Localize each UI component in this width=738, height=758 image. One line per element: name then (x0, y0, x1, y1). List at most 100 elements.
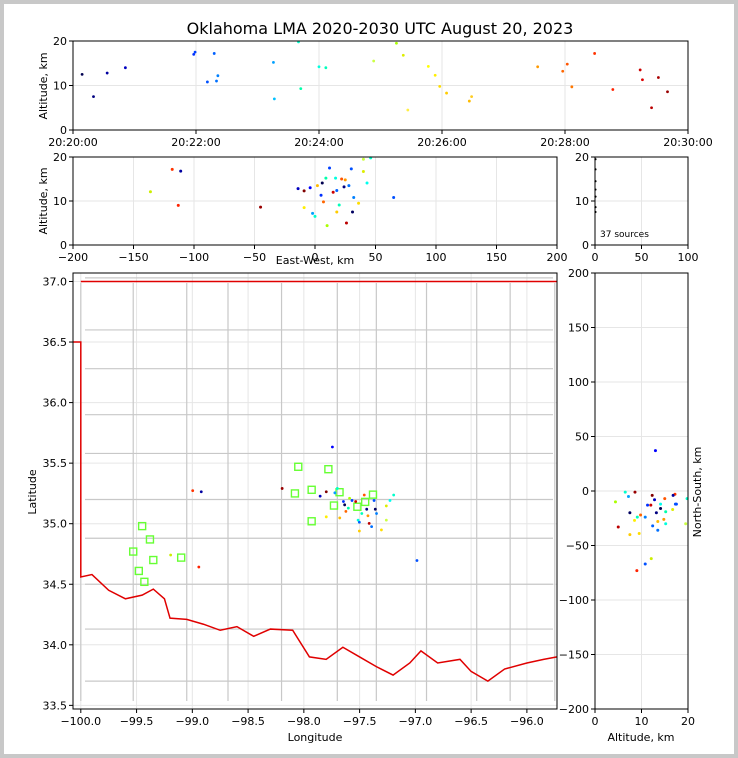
plan-view-point (380, 528, 383, 532)
ns-height-point (664, 522, 668, 526)
ew-height-point (296, 187, 300, 191)
station-marker (140, 577, 149, 587)
figure-canvas: Oklahoma LMA 2020-2030 UTC August 20, 20… (26, 19, 713, 744)
ns-height-point (633, 490, 637, 494)
y-tick-label: 0 (582, 239, 589, 252)
time-height-point (193, 50, 197, 54)
plan-view-point (197, 565, 201, 569)
y-tick-label: 36.5 (43, 336, 68, 349)
plan-view-point (384, 518, 388, 522)
ew-height-panel: −200 −150 −100 −50 0 50 100 150 200 0 10… (37, 151, 568, 267)
time-height-grid (69, 40, 689, 134)
y-tick-label: 33.5 (43, 699, 68, 712)
time-height-point (216, 74, 220, 78)
ns-height-point (643, 515, 647, 519)
y-tick-label: −100 (559, 594, 589, 607)
y-tick-label: 35.5 (43, 457, 68, 470)
time-height-point (105, 71, 109, 75)
plan-view-point (338, 516, 342, 520)
y-tick-label: 10 (53, 80, 67, 93)
y-tick-label: 0 (582, 485, 589, 498)
ew-height-point (302, 206, 306, 210)
figure: Oklahoma LMA 2020-2030 UTC August 20, 20… (4, 4, 734, 754)
plan-view-point (384, 504, 388, 508)
plan-view-point (331, 445, 334, 449)
x-tick-label: 20:30:00 (663, 136, 712, 149)
ew-height-point (302, 189, 306, 193)
station-marker (129, 547, 138, 556)
ew-height-yticks: 0 10 20 (53, 151, 67, 252)
ew-height-point (343, 178, 347, 182)
ns-height-point (656, 528, 660, 532)
y-tick-label: 100 (568, 376, 589, 389)
time-height-point (212, 52, 216, 55)
plan-view-point (388, 499, 392, 502)
time-height-point (123, 66, 127, 70)
ns-height-point (659, 506, 663, 510)
time-height-point (650, 106, 653, 110)
time-height-point (272, 97, 276, 101)
station-marker (360, 497, 370, 507)
ew-height-point (335, 188, 339, 192)
x-tick-label: 100 (426, 251, 447, 264)
x-tick-label: −97.5 (343, 715, 377, 728)
y-tick-label: 50 (575, 431, 589, 444)
time-height-point (656, 76, 660, 79)
ns-height-point (659, 502, 663, 506)
time-height-point (536, 65, 540, 69)
plan-view-point (375, 512, 378, 515)
ns-height-xlabel: Altitude, km (607, 731, 674, 744)
x-tick-label: −98.5 (231, 715, 265, 728)
ns-height-point (651, 524, 655, 528)
ns-height-frame (594, 272, 689, 710)
x-tick-label: −100 (179, 251, 209, 264)
ew-height-point (365, 181, 369, 185)
y-tick-label: −200 (559, 703, 589, 716)
plan-view-yticks: 33.5 34.0 34.5 35.0 35.5 36.0 36.5 37.0 (43, 275, 68, 712)
time-height-point (324, 66, 328, 70)
time-height-point (401, 53, 405, 57)
x-tick-label: 20:24:00 (294, 136, 343, 149)
time-height-point (565, 62, 569, 66)
time-height-point (638, 68, 642, 72)
time-height-point (570, 85, 574, 89)
x-tick-label: 10 (635, 715, 649, 728)
y-tick-label: 20 (53, 151, 67, 164)
y-tick-label: 10 (575, 195, 589, 208)
state-border-west-south (73, 341, 558, 683)
county-map (73, 277, 558, 701)
time-height-point (561, 69, 565, 73)
x-tick-label: 50 (369, 251, 383, 264)
ns-height-point (653, 449, 657, 453)
ns-height-point (664, 510, 668, 514)
time-height-panel: 20:20:00 20:22:00 20:24:00 20:26:00 20:2… (37, 35, 713, 149)
station-marker (324, 465, 333, 474)
x-tick-label: 20:22:00 (171, 136, 220, 149)
plan-view-point (365, 507, 369, 511)
time-height-point (641, 78, 644, 82)
plan-view-point (373, 507, 377, 511)
ew-height-point (179, 169, 183, 173)
ns-height-point (633, 518, 637, 522)
plan-view-point (357, 520, 361, 524)
time-height-point (445, 91, 448, 95)
ns-height-yticks: 200 150 100 50 0 −50 −100 −150 −200 (559, 267, 589, 716)
x-tick-label: −96.0 (510, 715, 544, 728)
ns-height-panel: 0 10 20 200 150 100 50 0 −50 −100 −150 −… (559, 267, 704, 744)
ew-height-point (319, 193, 323, 197)
ns-height-point (671, 493, 675, 497)
plan-view-point (366, 514, 370, 518)
ns-height-point (654, 511, 658, 515)
ns-height-point (663, 497, 667, 501)
ew-height-grid (69, 156, 558, 249)
x-tick-label: 150 (486, 251, 507, 264)
time-height-point (215, 79, 218, 83)
time-height-point (80, 72, 84, 76)
ns-height-point (662, 517, 666, 521)
y-tick-label: 34.0 (43, 639, 68, 652)
time-height-point (272, 60, 275, 64)
y-tick-label: 20 (53, 35, 67, 48)
ew-height-point (308, 186, 312, 190)
plan-view-panel: −100.0 −99.5 −99.0 −98.5 −98.0 −97.5 −97… (26, 272, 558, 744)
x-tick-label: 0 (592, 715, 599, 728)
